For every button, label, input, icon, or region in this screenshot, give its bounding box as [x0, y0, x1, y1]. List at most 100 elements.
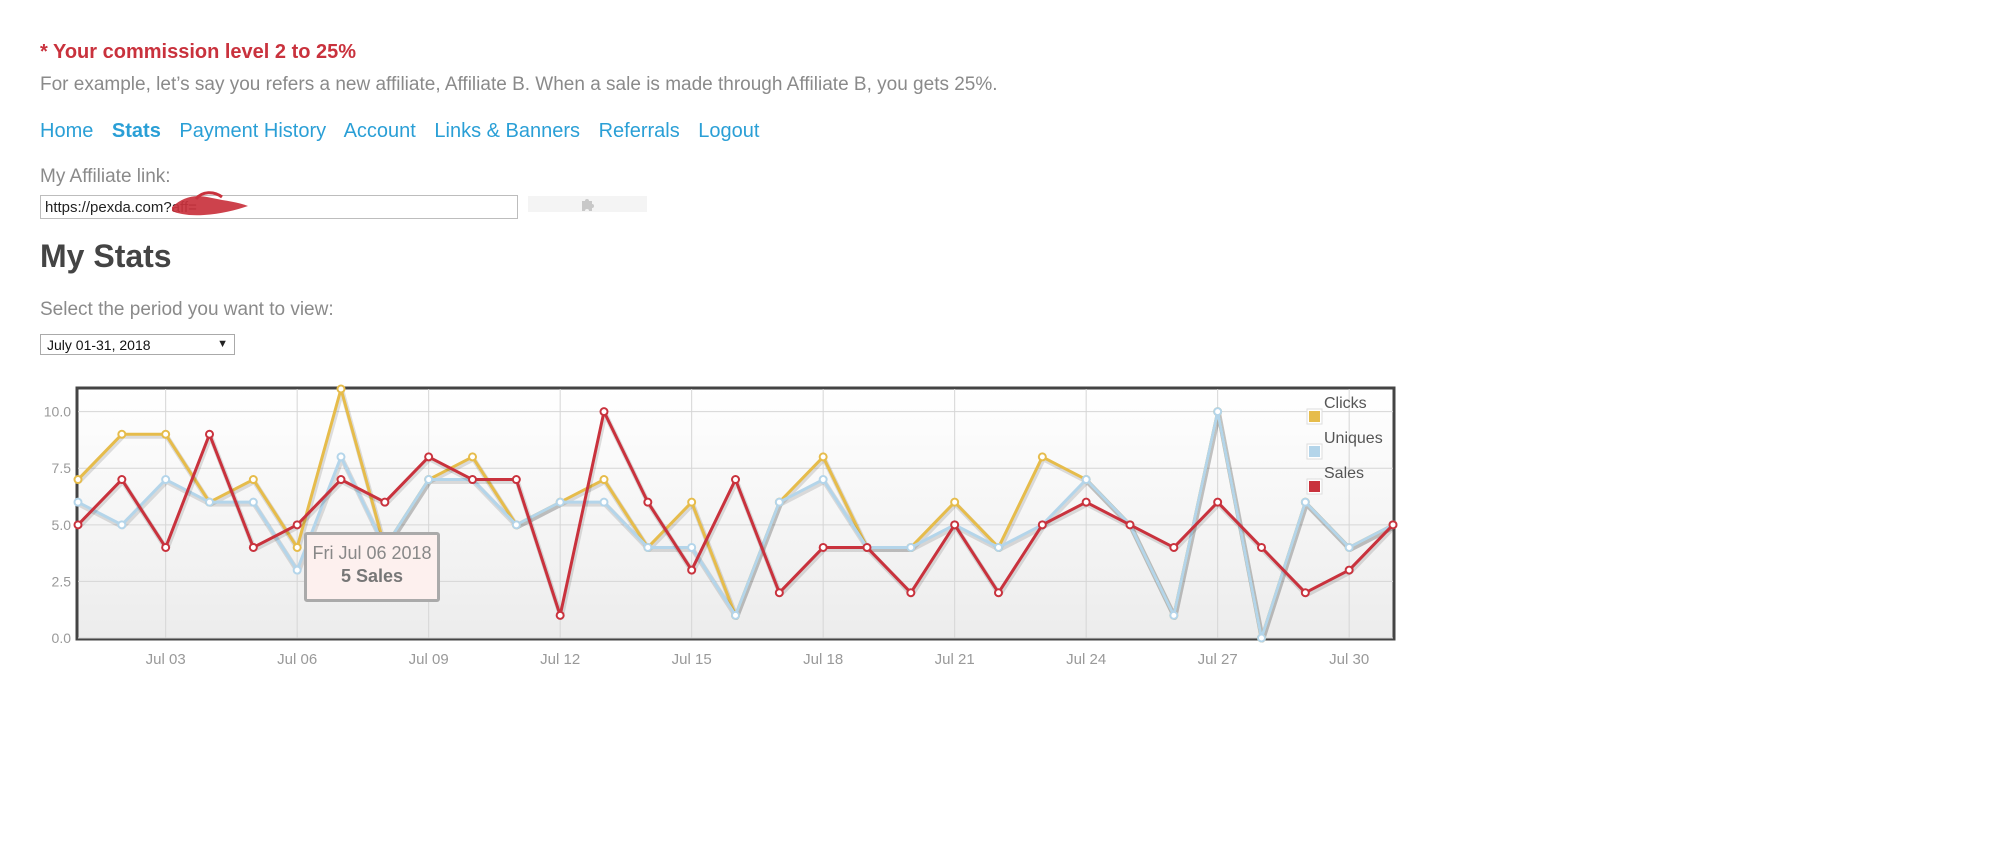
data-point-sales [555, 610, 565, 620]
series-sales [73, 407, 1398, 620]
legend-swatch-clicks [1309, 411, 1320, 422]
data-point-uniques [1344, 542, 1354, 552]
data-point-uniques [731, 610, 740, 620]
data-point-uniques [117, 520, 127, 530]
data-point-sales [511, 475, 521, 485]
copy-link-button[interactable] [528, 196, 647, 212]
nav-links-banners[interactable]: Links & Banners [434, 120, 581, 142]
data-point-sales [862, 542, 872, 552]
data-point-uniques [205, 497, 214, 507]
data-point-sales [248, 542, 258, 552]
y-tick-label: 0.0 [52, 630, 72, 646]
data-point-sales [687, 565, 697, 575]
data-point-sales [380, 497, 390, 507]
data-point-sales [950, 520, 960, 530]
data-point-uniques [1081, 475, 1091, 485]
data-point-sales [731, 475, 740, 485]
nav-payment-history[interactable]: Payment History [179, 120, 327, 142]
data-point-uniques [1169, 610, 1179, 620]
data-point-sales [906, 588, 916, 598]
data-point-clicks [248, 475, 258, 485]
x-tick-label: Jul 24 [1066, 651, 1106, 668]
data-point-uniques [336, 452, 346, 462]
data-point-uniques [687, 542, 697, 552]
period-label: Select the period you want to view: [40, 299, 334, 320]
data-point-clicks [468, 452, 477, 462]
x-tick-label: Jul 18 [803, 651, 843, 668]
chevron-down-icon: ▼ [217, 338, 228, 350]
data-point-uniques [555, 497, 565, 507]
plot-background [75, 386, 1396, 641]
period-select-value: July 01-31, 2018 [47, 337, 151, 353]
affiliate-link-field[interactable] [40, 195, 518, 219]
data-point-uniques [161, 475, 171, 485]
data-point-sales [205, 429, 214, 439]
legend-label-sales: Sales [1324, 465, 1364, 482]
page-title: My Stats [40, 238, 172, 274]
affiliate-stats-page: * Your commission level 2 to 25% For exa… [40, 41, 1398, 668]
data-point-sales [1300, 588, 1310, 598]
commission-example-text: For example, let’s say you refers a new … [40, 74, 998, 95]
x-tick-label: Jul 03 [146, 651, 186, 668]
affiliate-link-label: My Affiliate link: [40, 166, 171, 187]
data-point-uniques [906, 542, 916, 552]
data-point-clicks [73, 475, 83, 485]
x-tick-label: Jul 30 [1329, 651, 1369, 668]
x-tick-label: Jul 06 [277, 651, 317, 668]
data-point-clicks [161, 429, 171, 439]
data-point-clicks [950, 497, 960, 507]
data-point-sales [1081, 497, 1091, 507]
commission-heading: * Your commission level 2 to 25% [40, 41, 357, 63]
nav-home[interactable]: Home [40, 120, 94, 142]
data-point-sales [774, 588, 784, 598]
nav-referrals[interactable]: Referrals [598, 120, 680, 142]
data-point-sales [73, 520, 83, 530]
data-point-sales [1257, 542, 1266, 552]
data-point-uniques [774, 497, 784, 507]
data-point-clicks [599, 475, 609, 485]
data-point-clicks [292, 542, 302, 552]
y-tick-label: 7.5 [52, 460, 72, 476]
puzzle-icon [581, 199, 594, 211]
data-point-clicks [687, 497, 697, 507]
data-point-uniques [818, 475, 828, 485]
legend-label-uniques: Uniques [1324, 430, 1383, 447]
x-tick-label: Jul 09 [409, 651, 449, 668]
y-tick-label: 2.5 [52, 573, 72, 589]
data-point-sales [643, 497, 653, 507]
data-point-sales [424, 452, 434, 462]
data-point-uniques [1300, 497, 1310, 507]
data-point-uniques [994, 542, 1003, 552]
y-tick-label: 10.0 [44, 404, 71, 420]
stats-chart: 0.0 2.5 5.0 7.5 10.0 Jul 03 Jul 06 Jul 09 Jul 1… [44, 384, 1398, 668]
data-point-clicks [1037, 452, 1047, 462]
data-point-uniques [643, 542, 653, 552]
redaction-scribble [172, 191, 248, 216]
x-tick-label: Jul 12 [540, 651, 580, 668]
nav-stats[interactable]: Stats [111, 120, 161, 142]
tooltip-date: Fri Jul 06 2018 [312, 543, 432, 563]
data-point-sales [994, 588, 1003, 598]
x-tick-label: Jul 15 [672, 651, 712, 668]
data-point-sales [117, 475, 127, 485]
data-point-uniques [1213, 407, 1223, 417]
data-point-sales [161, 542, 171, 552]
period-select[interactable]: July 01-31, 2018 ▼ [40, 334, 235, 355]
data-point-sales [1388, 520, 1398, 530]
tooltip-value: 5 Sales [340, 566, 404, 586]
data-point-sales [818, 542, 828, 552]
data-point-clicks [117, 429, 127, 439]
main-nav: Home Stats Payment History Account Links… [40, 120, 772, 143]
data-point-sales [468, 475, 477, 485]
data-point-uniques [248, 497, 258, 507]
legend-label-clicks: Clicks [1324, 395, 1367, 412]
legend-swatch-uniques [1309, 446, 1320, 457]
data-point-uniques [292, 565, 302, 575]
data-point-sales [1037, 520, 1047, 530]
data-point-sales [1213, 497, 1223, 507]
nav-logout[interactable]: Logout [698, 120, 760, 142]
nav-account[interactable]: Account [343, 120, 416, 142]
data-point-uniques [424, 475, 434, 485]
data-point-uniques [511, 520, 521, 530]
data-point-uniques [73, 497, 83, 507]
